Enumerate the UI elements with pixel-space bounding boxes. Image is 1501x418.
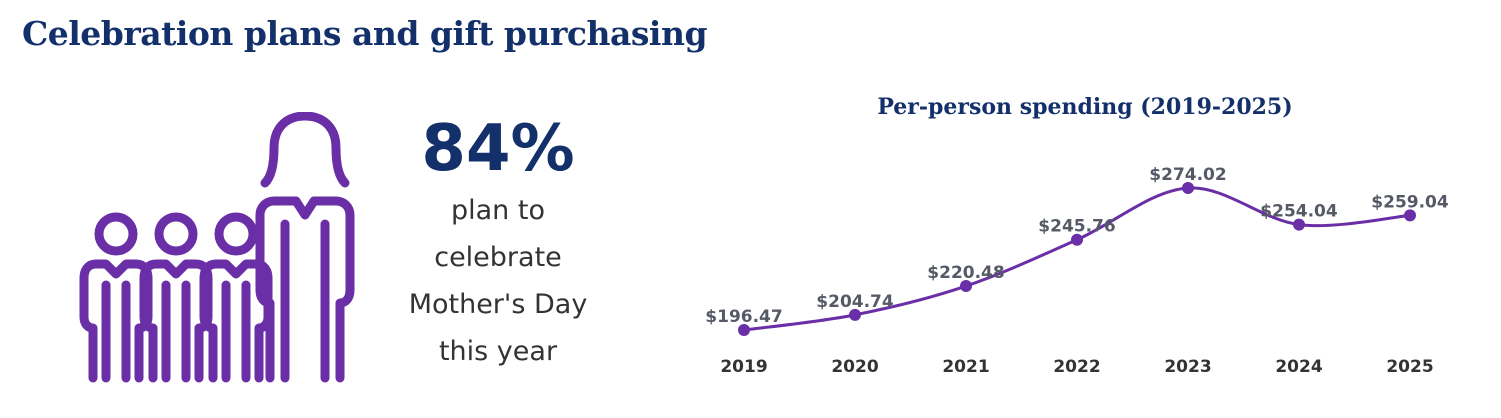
stat-caption-line: this year [438, 336, 558, 367]
data-point [849, 308, 861, 321]
data-label: $245.76 [1038, 217, 1115, 237]
child-head-icon [154, 212, 198, 256]
line-chart: $196.47 2019 $204.74 2020 $220.48 2021 $245.76… [705, 165, 1449, 377]
child-body-icon [139, 259, 213, 383]
data-point [1182, 182, 1194, 194]
child-head-icon [94, 212, 138, 256]
child-body-icon [79, 259, 153, 383]
data-label: $196.47 [705, 307, 782, 327]
data-label: $274.02 [1149, 165, 1226, 185]
x-tick-label: 2020 [831, 357, 878, 377]
stat-caption-line: Mother's Day [408, 289, 588, 320]
stat-caption-line: plan to [451, 195, 545, 226]
x-tick-label: 2022 [1053, 357, 1100, 377]
data-point [1293, 218, 1305, 231]
data-point [960, 280, 972, 293]
x-tick-label: 2019 [720, 357, 767, 377]
data-point [738, 324, 750, 336]
family-icon [79, 112, 355, 383]
chart-title: Per-person spending (2019-2025) [877, 94, 1293, 120]
stat-block: 84% plan to celebrate Mother's Day this … [388, 112, 608, 374]
data-point [1404, 209, 1416, 222]
x-tick-label: 2023 [1164, 357, 1211, 377]
data-label: $259.04 [1371, 192, 1449, 212]
x-tick-label: 2025 [1386, 357, 1433, 377]
child-head-icon [214, 212, 258, 256]
data-label: $220.48 [927, 263, 1004, 283]
stat-value: 84% [421, 112, 575, 186]
data-point [1071, 233, 1083, 246]
mother-head-icon [260, 112, 350, 188]
data-label: $254.04 [1260, 202, 1338, 222]
data-label: $204.74 [816, 292, 894, 312]
child-body-icon [199, 259, 273, 383]
x-tick-label: 2024 [1275, 357, 1322, 377]
x-tick-label: 2021 [942, 357, 989, 377]
page-title: Celebration plans and gift purchasing [22, 14, 708, 53]
stat-caption-line: celebrate [434, 242, 562, 273]
